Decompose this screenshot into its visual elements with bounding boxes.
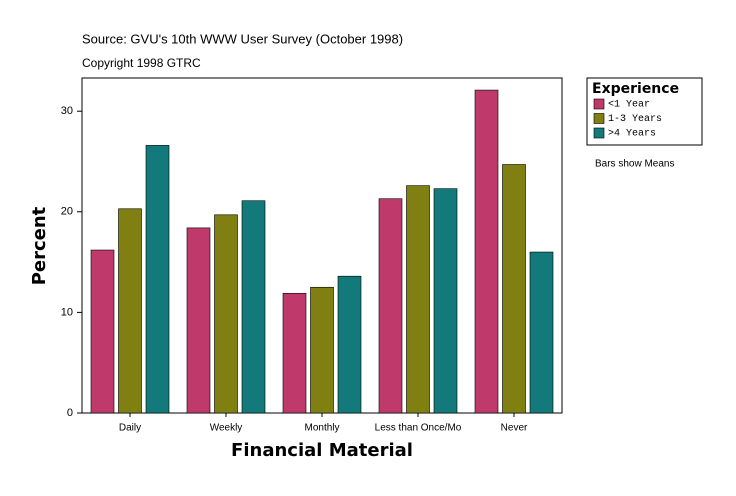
bar: [474, 89, 499, 414]
legend-label: >4 Years: [608, 129, 656, 140]
legend-swatch: [593, 113, 605, 124]
x-axis-label: Financial Material: [231, 440, 413, 461]
annotation: Bars show Means: [595, 159, 674, 170]
y-tick-label: 10: [61, 306, 73, 318]
y-tick-label: 0: [67, 407, 73, 419]
legend-title: Experience: [592, 81, 679, 97]
y-axis-label: Percent: [29, 206, 50, 285]
x-tick-label: Less than Once/Mo: [375, 423, 462, 434]
bar: [337, 275, 362, 414]
bar: [214, 214, 238, 414]
bar: [118, 208, 142, 414]
x-tick-label: Daily: [119, 423, 141, 434]
bar: [282, 292, 307, 414]
chart-title: Source: GVU's 10th WWW User Survey (Octo…: [82, 31, 403, 46]
x-tick-label: Monthly: [304, 423, 339, 434]
bar: [310, 286, 334, 414]
bar: [90, 249, 115, 414]
legend-box: [586, 77, 703, 146]
x-tick-label: Never: [501, 423, 528, 434]
bar: [529, 251, 554, 414]
bar: [502, 164, 526, 414]
legend-swatch: [593, 127, 605, 139]
bar: [145, 145, 170, 414]
legend-swatch: [593, 98, 605, 110]
x-tick-label: Weekly: [210, 423, 243, 434]
bar: [406, 185, 430, 414]
bar: [186, 227, 211, 414]
legend-label: <1 Year: [608, 100, 650, 111]
legend-label: 1-3 Years: [608, 114, 662, 125]
chart-subtitle: Copyright 1998 GTRC: [82, 56, 201, 70]
bar: [433, 188, 458, 414]
y-tick-label: 30: [61, 105, 73, 117]
bar: [241, 200, 266, 414]
y-tick-label: 20: [61, 206, 73, 218]
bar: [378, 198, 403, 414]
